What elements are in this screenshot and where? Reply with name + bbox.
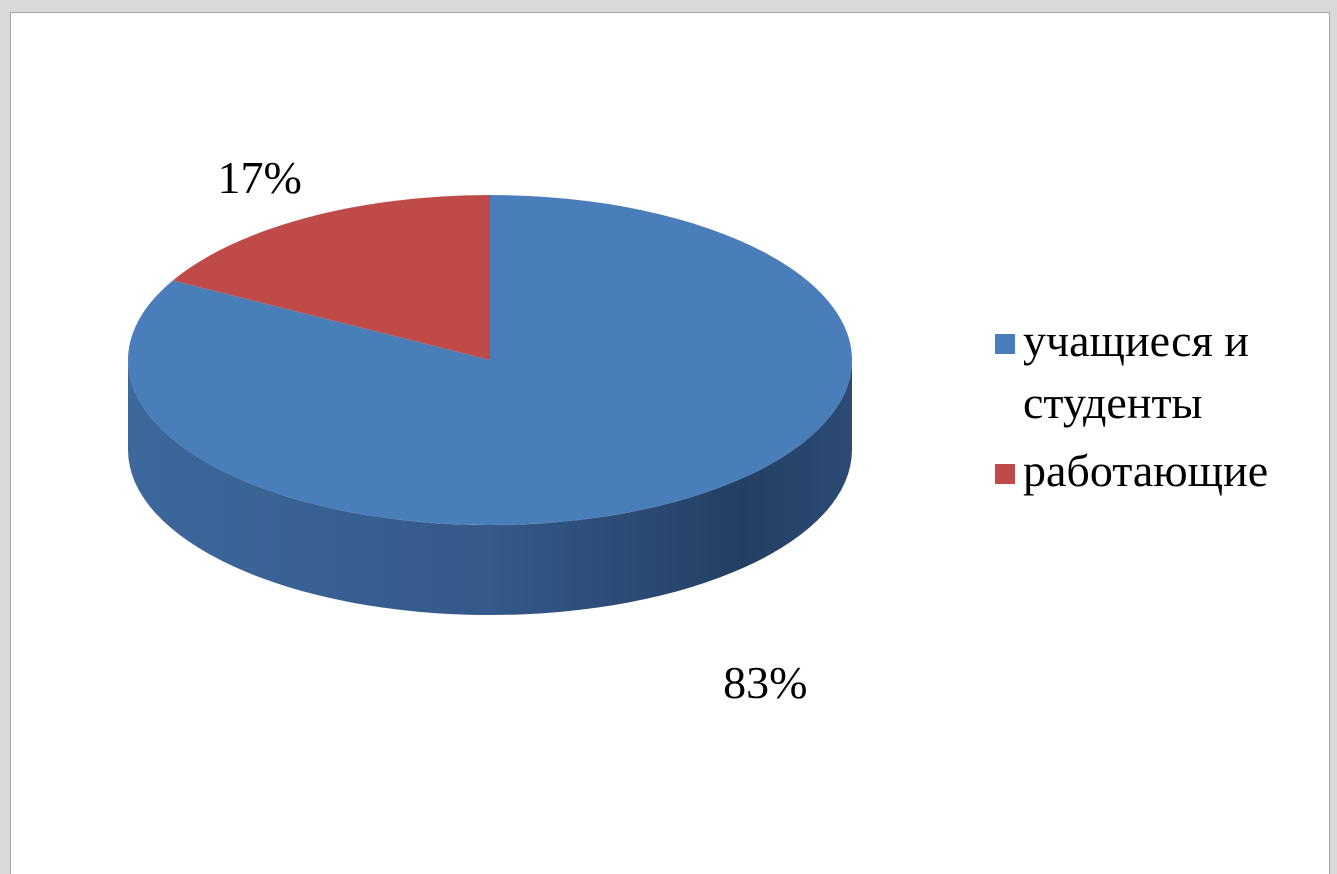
legend-swatch: [995, 464, 1015, 484]
slice: [172, 195, 490, 360]
legend-label: работающие: [1023, 445, 1269, 496]
legend-swatch: [995, 334, 1015, 354]
legend-label: учащиеся и студенты: [1023, 315, 1249, 428]
legend-item: работающие: [995, 440, 1315, 502]
slice-side: [128, 360, 852, 615]
legend: учащиеся и студенты работающие: [995, 310, 1315, 508]
data-label: 83%: [723, 657, 807, 708]
data-label: 17%: [217, 152, 301, 203]
slice: [128, 195, 852, 525]
legend-item: учащиеся и студенты: [995, 310, 1315, 434]
